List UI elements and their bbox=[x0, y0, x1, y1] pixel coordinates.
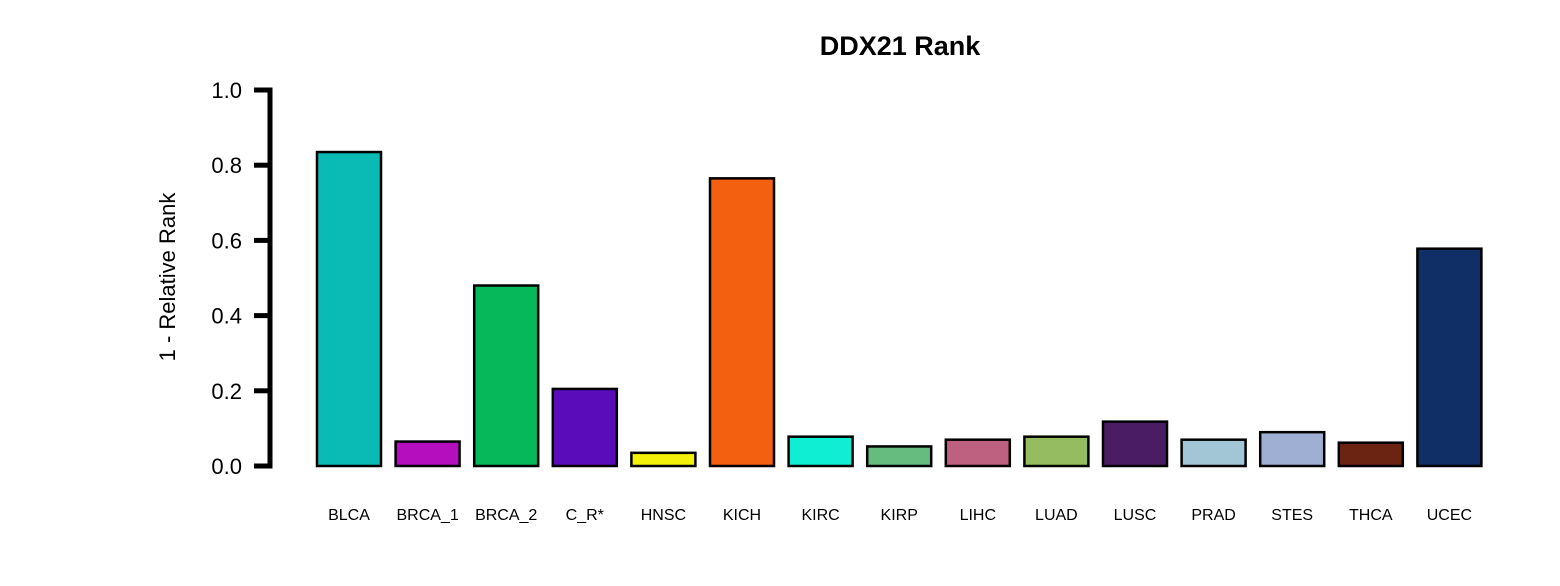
y-tick-label: 0.8 bbox=[211, 153, 242, 178]
x-tick-label: C_R* bbox=[566, 507, 604, 524]
bar-kirp bbox=[865, 445, 933, 468]
x-tick-label: KIRC bbox=[801, 507, 839, 524]
bar-stes bbox=[1258, 430, 1326, 468]
x-tick-label: BRCA_1 bbox=[396, 507, 458, 524]
x-tick-label: KICH bbox=[723, 507, 761, 524]
y-tick-label: 1.0 bbox=[211, 78, 242, 103]
y-tick-label: 0.0 bbox=[211, 454, 242, 479]
bar-lusc bbox=[1101, 420, 1169, 468]
x-tick-label: LUSC bbox=[1114, 507, 1157, 524]
x-tick-labels: BLCA BRCA_1 BRCA_2 C_R* HNSC KICH KIRC KIRP LIHC… bbox=[328, 507, 1472, 524]
y-tick-label: 0.4 bbox=[211, 304, 242, 329]
x-tick-label: BLCA bbox=[328, 507, 370, 524]
x-tick-label: STES bbox=[1271, 507, 1313, 524]
bar-thca bbox=[1337, 441, 1405, 468]
bar-brca-2 bbox=[472, 284, 540, 468]
y-tick-label: 0.2 bbox=[211, 379, 242, 404]
bar-kich bbox=[708, 177, 776, 468]
y-axis: 0.0 0.2 0.4 0.6 0.8 1.0 bbox=[211, 78, 273, 479]
x-tick-label: KIRP bbox=[881, 507, 918, 524]
bar-c-r bbox=[551, 387, 619, 468]
bar-kirc bbox=[787, 435, 854, 468]
chart-title: DDX21 Rank bbox=[820, 31, 982, 61]
x-tick-label: UCEC bbox=[1427, 507, 1472, 524]
bar-lihc bbox=[944, 438, 1012, 468]
bar-brca-1 bbox=[394, 440, 461, 468]
bar-luad bbox=[1023, 435, 1090, 468]
x-tick-label: BRCA_2 bbox=[475, 507, 537, 524]
x-tick-label: PRAD bbox=[1191, 507, 1235, 524]
bar-prad bbox=[1180, 438, 1247, 468]
bars bbox=[315, 150, 1483, 468]
x-tick-label: THCA bbox=[1349, 507, 1393, 524]
bar-blca bbox=[315, 150, 383, 468]
y-tick-label: 0.6 bbox=[211, 228, 242, 253]
x-tick-label: HNSC bbox=[641, 507, 686, 524]
y-axis-label: 1 - Relative Rank bbox=[155, 192, 180, 362]
bar-ucec bbox=[1416, 247, 1483, 468]
x-tick-label: LUAD bbox=[1035, 507, 1078, 524]
bar-hnsc bbox=[630, 451, 697, 468]
x-tick-label: LIHC bbox=[960, 507, 996, 524]
